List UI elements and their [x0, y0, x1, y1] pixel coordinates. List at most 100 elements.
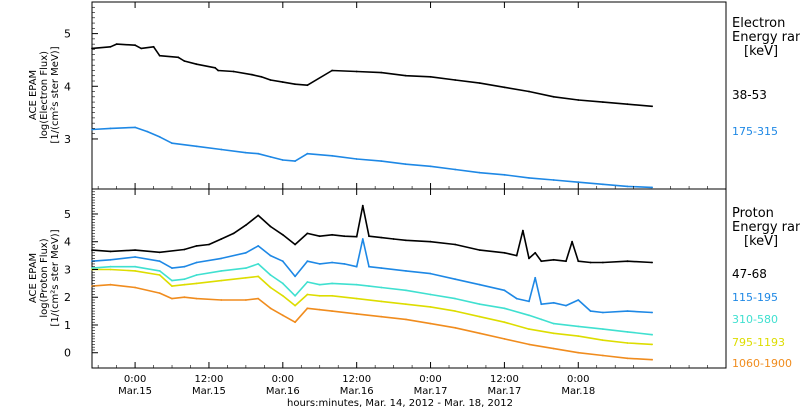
- proton-series-1060-1900-point: [602, 354, 604, 357]
- proton-series-47-68-point: [343, 235, 346, 238]
- proton-series-795-1193-point: [405, 303, 407, 306]
- proton-series-1060-1900-point: [528, 343, 530, 346]
- proton-legend-310-580: 310-580: [732, 313, 778, 326]
- proton-series-795-1193-point: [220, 279, 223, 282]
- electron-legend-38-53: 38-53: [732, 88, 767, 102]
- electron-series-38-53-point: [429, 75, 432, 78]
- proton-series-115-195-point: [589, 310, 592, 312]
- electron-series-175-315-point: [429, 165, 432, 168]
- proton-series-1060-1900-point: [380, 315, 383, 318]
- proton-series-115-195-point: [355, 265, 358, 268]
- proton-series-795-1193-point: [626, 342, 629, 344]
- proton-series-795-1193-point: [602, 339, 604, 342]
- proton-series-47-68-point: [380, 236, 383, 239]
- electron-series-38-53-point: [503, 86, 506, 89]
- proton-series-310-580-point: [245, 267, 247, 269]
- electron-series-38-53-point: [528, 90, 530, 93]
- proton-series-47-68-point: [281, 233, 284, 236]
- proton-series-47-68-point: [478, 249, 481, 252]
- proton-series-310-580-point: [294, 294, 296, 297]
- electron-legend-title-3: [keV]: [744, 44, 778, 59]
- proton-series-795-1193-point: [269, 286, 272, 289]
- proton-series-lines: [91, 204, 653, 361]
- proton-series-795-1193-point: [134, 270, 137, 272]
- electron-series-38-53-point: [405, 74, 407, 77]
- x-tick-date-label: Mar.16: [266, 386, 300, 397]
- electron-series-38-53-point: [91, 47, 93, 50]
- electron-series-38-53-point: [177, 56, 180, 59]
- electron-ylabel-line-3: [1/(cm²s ster MeV)]: [50, 46, 61, 143]
- proton-series-1060-1900-point: [577, 351, 580, 354]
- electron-series-38-53-point: [552, 95, 555, 98]
- electron-series-38-53-point: [183, 60, 186, 62]
- proton-legend-title-2: Energy ran: [732, 220, 800, 235]
- proton-series-47-68-point: [269, 225, 272, 228]
- electron-series-38-53-point: [115, 43, 118, 45]
- proton-series-795-1193-point: [503, 321, 506, 324]
- proton-series-310-580-point: [257, 263, 260, 265]
- proton-series-795-1193-point: [171, 285, 173, 287]
- proton-series-795-1193-point: [380, 300, 383, 303]
- proton-series-115-195-point: [318, 263, 321, 265]
- x-tick-date-label: Mar.17: [414, 386, 448, 397]
- proton-series-310-580-point: [195, 274, 198, 276]
- proton-series-47-68-point: [454, 243, 457, 246]
- proton-series-310-580-point: [577, 325, 580, 328]
- electron-series-38-53-point: [269, 79, 272, 81]
- proton-series-795-1193-point: [429, 306, 432, 308]
- proton-y-axis: 0 1 2 3 4 5: [64, 188, 98, 360]
- proton-series-310-580-point: [478, 303, 481, 306]
- x-tick-date-label: Mar.18: [561, 386, 595, 397]
- x-tick-time-label: 12:00: [342, 374, 371, 385]
- proton-series-115-195-point: [577, 299, 580, 301]
- proton-series-47-68-point: [540, 260, 543, 263]
- proton-ylabel-line-1: ACE EPAM: [28, 253, 39, 303]
- proton-series-310-580-point: [540, 318, 543, 321]
- electron-series-175-315-point: [171, 142, 173, 145]
- proton-series-115-195-point: [306, 260, 309, 263]
- proton-series-310-580-line: [91, 263, 653, 336]
- proton-series-47-68-point: [195, 245, 198, 247]
- electron-series-175-315-point: [134, 126, 137, 129]
- proton-series-310-580-point: [405, 289, 407, 292]
- proton-series-1060-1900-point: [109, 283, 112, 286]
- proton-series-115-195-point: [429, 272, 432, 275]
- electron-panel: 3 4 5 ACE EPAM log(Electron Flux) [1/(cm²s…: [28, 1, 800, 190]
- electron-series-lines: [91, 43, 653, 189]
- electron-series-175-315-line: [91, 126, 653, 189]
- proton-series-47-68-point: [208, 243, 210, 246]
- proton-series-310-580-point: [368, 285, 370, 287]
- proton-series-310-580-point: [651, 333, 653, 336]
- electron-legend-175-315: 175-315: [732, 125, 778, 138]
- proton-series-1060-1900-point: [355, 313, 358, 315]
- time-x-axis: 0:00Mar.1512:00Mar.150:00Mar.1612:00Mar.…: [97, 2, 708, 397]
- proton-series-47-68-point: [552, 258, 555, 261]
- proton-series-310-580-point: [281, 282, 284, 285]
- proton-series-1060-1900-point: [281, 314, 284, 317]
- x-tick-date-label: Mar.15: [192, 386, 226, 397]
- proton-series-47-68-point: [565, 260, 567, 263]
- proton-series-47-68-point: [589, 261, 592, 264]
- proton-series-47-68-point: [232, 232, 235, 235]
- proton-series-115-195-point: [220, 257, 223, 260]
- proton-series-47-68-point: [515, 254, 518, 257]
- proton-series-115-195-point: [158, 260, 161, 263]
- electron-series-38-53-point: [251, 73, 253, 76]
- electron-series-38-53-point: [195, 63, 198, 66]
- electron-series-175-315-point: [503, 173, 506, 176]
- proton-series-47-68-point: [651, 261, 653, 264]
- proton-series-115-195-point: [540, 303, 543, 306]
- x-tick-time-label: 0:00: [272, 374, 294, 385]
- proton-series-115-195-point: [380, 267, 383, 269]
- proton-series-1060-1900-point: [183, 296, 186, 299]
- proton-series-47-68-point: [158, 251, 161, 254]
- proton-series-795-1193-point: [257, 275, 260, 278]
- electron-series-175-315-point: [146, 130, 149, 133]
- proton-y-tick-label: 1: [64, 319, 71, 332]
- electron-series-175-315-point: [602, 183, 604, 186]
- electron-series-175-315-point: [355, 158, 358, 160]
- electron-legend: Electron Energy ran [keV] 38-53 175-315: [732, 16, 800, 138]
- proton-series-795-1193-point: [306, 293, 309, 296]
- x-tick-date-label: Mar.17: [487, 386, 521, 397]
- x-axis-title: hours:minutes, Mar. 14, 2012 - Mar. 18, …: [287, 398, 513, 409]
